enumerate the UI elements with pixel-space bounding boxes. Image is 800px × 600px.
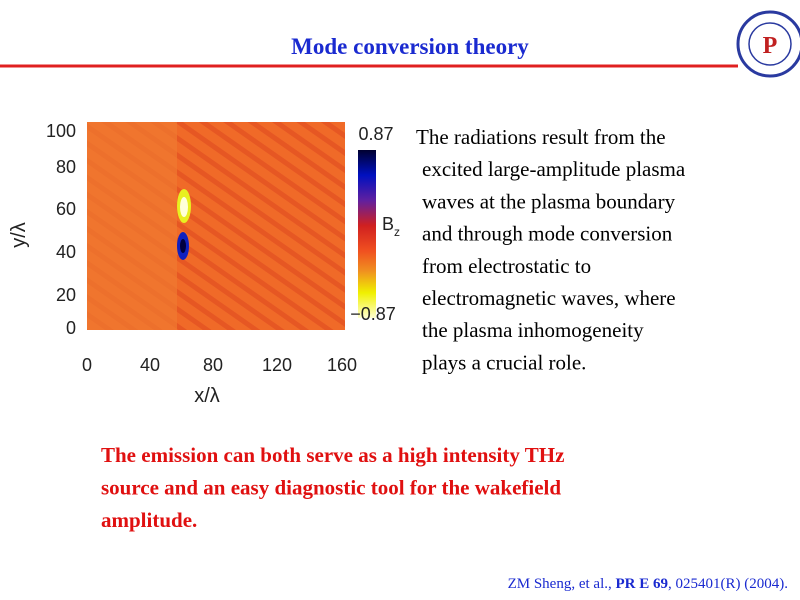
y-tick-label: 100 bbox=[46, 121, 76, 141]
highlight-line: The emission can both serve as a high in… bbox=[101, 443, 564, 467]
citation: ZM Sheng, et al., PR E 69, 025401(R) (20… bbox=[508, 576, 788, 592]
citation-journal: PR E 69 bbox=[616, 576, 669, 592]
positive-core bbox=[180, 197, 188, 217]
description-line: waves at the plasma boundary bbox=[422, 189, 676, 213]
y-axis-label: y/λ bbox=[8, 222, 30, 248]
y-tick-label: 20 bbox=[56, 285, 76, 305]
description-line: plays a crucial role. bbox=[422, 350, 586, 374]
slide-title: Mode conversion theory bbox=[291, 34, 529, 59]
colorbar-symbol: B bbox=[382, 214, 394, 234]
description-line: the plasma inhomogeneity bbox=[422, 318, 644, 342]
description-line: The radiations result from the bbox=[416, 125, 666, 149]
citation-authors: ZM Sheng, et al., bbox=[508, 576, 616, 592]
colorbar-max: 0.87 bbox=[358, 124, 393, 144]
negative-core bbox=[180, 239, 186, 253]
citation-rest: , 025401(R) (2004). bbox=[668, 576, 788, 592]
colorbar-label: Bz bbox=[382, 214, 400, 239]
description-line: and through mode conversion bbox=[422, 222, 673, 246]
svg-text:P: P bbox=[763, 33, 778, 59]
x-tick-label: 160 bbox=[327, 355, 357, 375]
description-line: excited large-amplitude plasma bbox=[422, 157, 686, 181]
highlight: The emission can both serve as a high in… bbox=[101, 443, 564, 532]
colorbar-subscript: z bbox=[394, 225, 400, 239]
description-line: from electrostatic to bbox=[422, 254, 591, 278]
highlight-line: amplitude. bbox=[101, 508, 197, 532]
y-tick-label: 40 bbox=[56, 242, 76, 262]
y-tick-label: 60 bbox=[56, 199, 76, 219]
plot-labels: 0.87 −0.87 Bz x/λ y/λ 100 80 60 40 20 00 40 80 1… bbox=[8, 121, 400, 407]
colorbar-min: −0.87 bbox=[350, 304, 396, 324]
x-tick-label: 80 bbox=[203, 355, 223, 375]
field-plot bbox=[87, 122, 376, 330]
x-tick-label: 0 bbox=[82, 355, 92, 375]
plot-shade bbox=[87, 122, 177, 330]
description-line: electromagnetic waves, where bbox=[422, 286, 676, 310]
logo: P bbox=[736, 10, 800, 78]
x-tick-label: 40 bbox=[140, 355, 160, 375]
y-tick-label: 80 bbox=[56, 157, 76, 177]
x-tick-label: 120 bbox=[262, 355, 292, 375]
x-axis-label: x/λ bbox=[194, 385, 220, 407]
y-tick-label: 0 bbox=[66, 318, 76, 338]
colorbar bbox=[358, 150, 376, 318]
highlight-line: source and an easy diagnostic tool for t… bbox=[101, 476, 561, 500]
description: The radiations result from the excited la… bbox=[416, 125, 686, 374]
